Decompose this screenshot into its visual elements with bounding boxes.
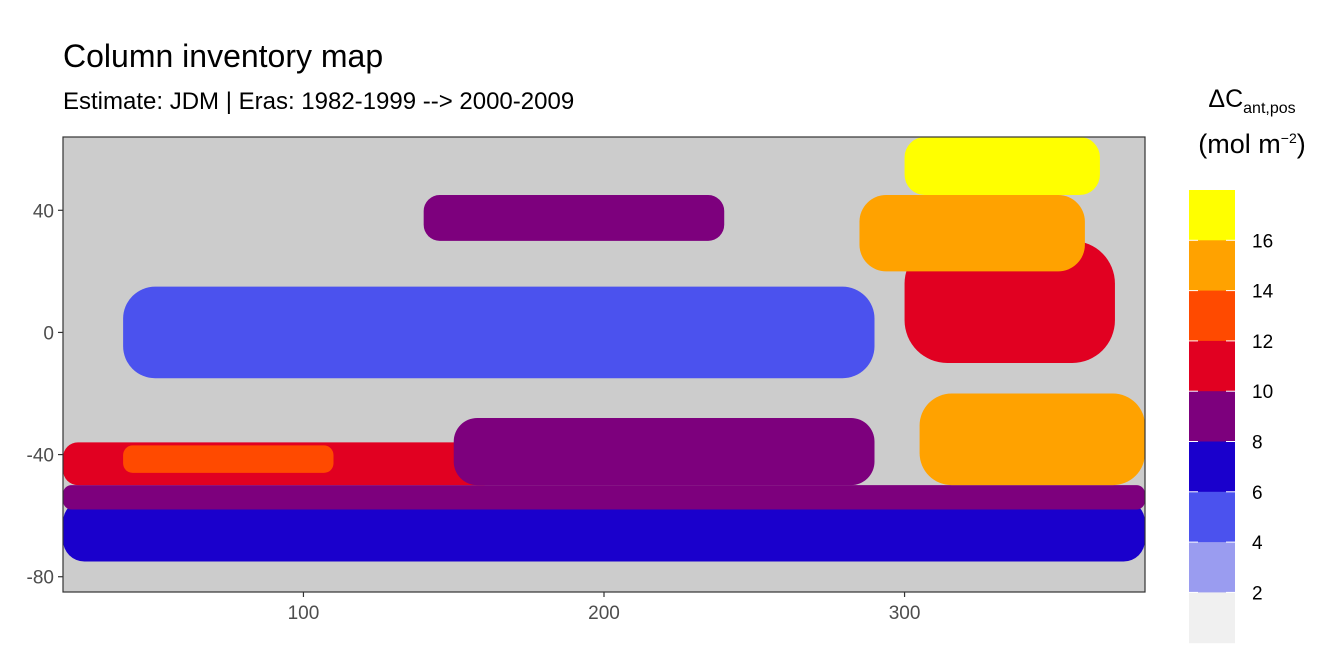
region-6	[453, 417, 875, 486]
legend-swatch	[1189, 190, 1235, 241]
region-4	[123, 286, 875, 379]
x-tick-label: 200	[588, 603, 620, 624]
legend-swatch	[1189, 592, 1235, 644]
legend-title-subscript: ant,pos	[1243, 100, 1296, 117]
region-0	[63, 500, 1145, 562]
y-tick-label: 40	[33, 201, 54, 222]
legend-swatch	[1189, 491, 1235, 543]
legend-unit-close: )	[1296, 129, 1306, 160]
x-tick-label: 300	[889, 603, 921, 624]
legend-break-label: 2	[1252, 583, 1263, 604]
legend-title: ΔCant,pos (mol m−2)	[1170, 84, 1334, 161]
legend-unit-exponent: −2	[1280, 130, 1297, 147]
region-3	[123, 445, 334, 473]
chart-subtitle: Estimate: JDM | Eras: 1982-1999 --> 2000…	[63, 88, 575, 115]
legend-break-label: 12	[1252, 332, 1273, 353]
legend-swatch	[1189, 391, 1235, 442]
y-tick-label: -40	[27, 446, 54, 467]
legend-break-label: 6	[1252, 483, 1263, 504]
chart-title: Column inventory map	[63, 38, 384, 74]
y-tick-label: 0	[43, 323, 54, 344]
legend-break-label: 14	[1252, 282, 1274, 303]
legend-unit-open: (mol m	[1198, 129, 1281, 160]
legend-swatch	[1189, 240, 1235, 292]
legend-swatch	[1189, 542, 1235, 593]
region-9	[904, 137, 1100, 196]
data-layer	[63, 137, 1145, 562]
legend-swatch	[1189, 441, 1235, 493]
legend-break-label: 4	[1252, 533, 1263, 554]
region-8	[859, 195, 1085, 272]
legend-break-label: 10	[1252, 382, 1273, 403]
region-1	[63, 485, 1145, 510]
legend-unit: (mol m−2)	[1170, 128, 1334, 160]
y-tick-label: -80	[27, 568, 54, 589]
x-tick-label: 100	[288, 603, 320, 624]
legend-break-label: 8	[1252, 433, 1263, 454]
region-5	[423, 195, 725, 241]
region-10	[919, 393, 1145, 486]
legend-swatch	[1189, 290, 1235, 342]
legend-swatch	[1189, 340, 1235, 392]
legend-title-main: ΔC	[1208, 85, 1244, 113]
legend-break-label: 16	[1252, 231, 1273, 252]
